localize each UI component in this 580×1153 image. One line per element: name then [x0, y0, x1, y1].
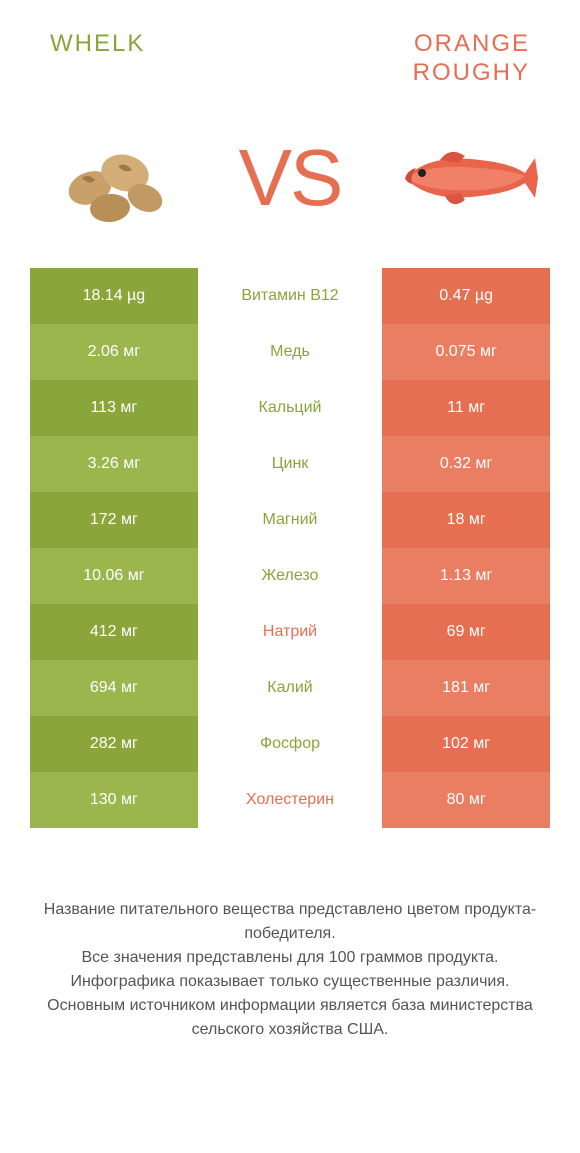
- value-left: 130 мг: [30, 772, 198, 828]
- nutrient-row: 694 мгКалий181 мг: [30, 660, 550, 716]
- footer-line: Название питательного вещества представл…: [30, 898, 550, 946]
- value-left: 113 мг: [30, 380, 198, 436]
- nutrient-row: 3.26 мгЦинк0.32 мг: [30, 436, 550, 492]
- product-left-title: WHELK: [50, 30, 290, 88]
- nutrient-label: Витамин B12: [198, 268, 383, 324]
- nutrient-row: 412 мгНатрий69 мг: [30, 604, 550, 660]
- value-right: 18 мг: [382, 492, 550, 548]
- nutrient-row: 282 мгФосфор102 мг: [30, 716, 550, 772]
- value-right: 11 мг: [382, 380, 550, 436]
- value-right: 0.32 мг: [382, 436, 550, 492]
- value-right: 102 мг: [382, 716, 550, 772]
- nutrient-label: Кальций: [198, 380, 383, 436]
- value-right: 0.075 мг: [382, 324, 550, 380]
- nutrient-label: Железо: [198, 548, 383, 604]
- value-left: 172 мг: [30, 492, 198, 548]
- nutrient-row: 18.14 µgВитамин B120.47 µg: [30, 268, 550, 324]
- nutrient-label: Натрий: [198, 604, 383, 660]
- nutrient-label: Цинк: [198, 436, 383, 492]
- value-left: 10.06 мг: [30, 548, 198, 604]
- vs-label: VS: [239, 132, 342, 224]
- value-right: 1.13 мг: [382, 548, 550, 604]
- footer-text: Название питательного вещества представл…: [0, 898, 580, 1042]
- nutrient-row: 130 мгХолестерин80 мг: [30, 772, 550, 828]
- nutrient-label: Холестерин: [198, 772, 383, 828]
- nutrient-row: 2.06 мгМедь0.075 мг: [30, 324, 550, 380]
- value-right: 181 мг: [382, 660, 550, 716]
- value-left: 2.06 мг: [30, 324, 198, 380]
- nutrient-table: 18.14 µgВитамин B120.47 µg2.06 мгМедь0.0…: [30, 268, 550, 828]
- value-left: 3.26 мг: [30, 436, 198, 492]
- product-right-title: ORANGE ROUGHY: [290, 30, 530, 88]
- orange-roughy-illustration: [390, 118, 540, 238]
- footer-line: Все значения представлены для 100 граммо…: [30, 946, 550, 970]
- nutrient-row: 172 мгМагний18 мг: [30, 492, 550, 548]
- value-right: 0.47 µg: [382, 268, 550, 324]
- images-row: VS: [0, 98, 580, 268]
- nutrient-row: 113 мгКальций11 мг: [30, 380, 550, 436]
- whelk-illustration: [40, 118, 190, 238]
- value-left: 412 мг: [30, 604, 198, 660]
- value-left: 18.14 µg: [30, 268, 198, 324]
- value-left: 282 мг: [30, 716, 198, 772]
- footer-line: Основным источником информации является …: [30, 994, 550, 1042]
- value-right: 69 мг: [382, 604, 550, 660]
- value-left: 694 мг: [30, 660, 198, 716]
- value-right: 80 мг: [382, 772, 550, 828]
- footer-line: Инфографика показывает только существенн…: [30, 970, 550, 994]
- nutrient-row: 10.06 мгЖелезо1.13 мг: [30, 548, 550, 604]
- nutrient-label: Магний: [198, 492, 383, 548]
- nutrient-label: Медь: [198, 324, 383, 380]
- header-row: WHELK ORANGE ROUGHY: [0, 0, 580, 98]
- nutrient-label: Фосфор: [198, 716, 383, 772]
- nutrient-label: Калий: [198, 660, 383, 716]
